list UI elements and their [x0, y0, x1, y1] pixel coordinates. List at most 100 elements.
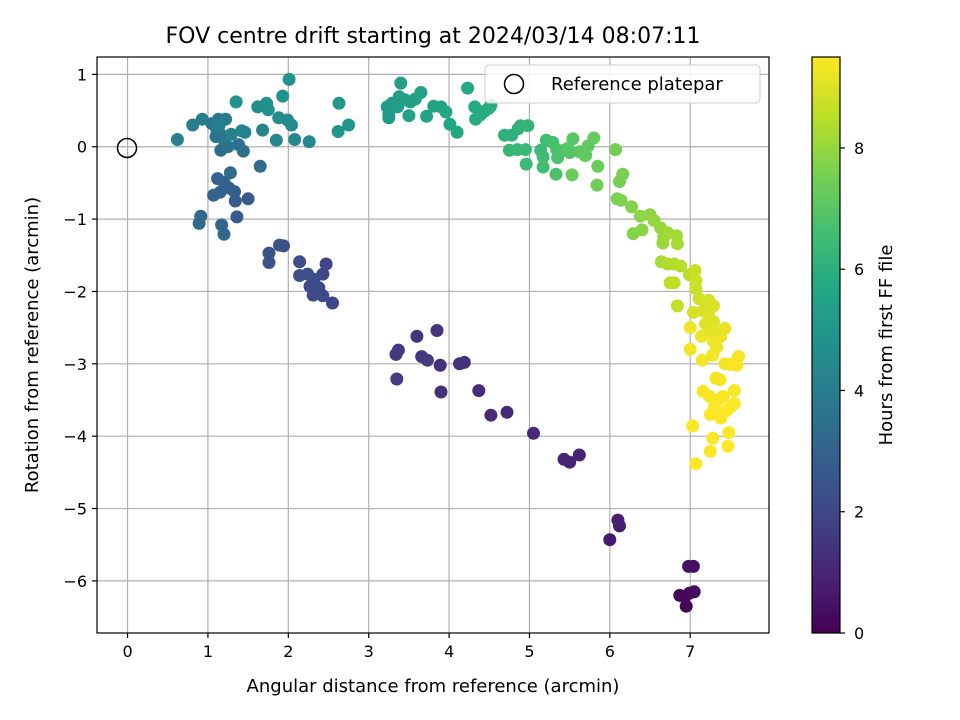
x-tick-label: 6 — [605, 642, 615, 661]
y-tick-label: 1 — [77, 65, 87, 84]
colorbar-tick-label: 6 — [854, 260, 864, 279]
x-axis-label: Angular distance from reference (arcmin) — [247, 676, 620, 697]
data-point — [326, 296, 339, 310]
data-point — [430, 324, 444, 337]
data-point — [727, 384, 741, 398]
data-point — [609, 143, 622, 157]
data-point — [207, 188, 221, 202]
data-point — [689, 457, 703, 471]
data-point — [603, 533, 617, 547]
data-point — [433, 358, 447, 372]
data-point — [228, 194, 242, 208]
x-tick-label: 2 — [283, 642, 293, 661]
data-point — [472, 384, 486, 398]
data-point — [390, 372, 404, 386]
data-point — [453, 357, 466, 371]
data-point — [232, 138, 245, 152]
x-tick-label: 5 — [524, 642, 534, 661]
data-point — [273, 238, 286, 252]
data-point — [212, 118, 226, 132]
data-point — [686, 419, 700, 433]
y-tick-label: 0 — [77, 138, 87, 157]
plot-frame — [96, 56, 770, 634]
data-point — [288, 133, 302, 146]
data-point — [253, 159, 267, 173]
data-point — [656, 236, 670, 250]
data-point — [687, 585, 701, 599]
y-tick-label: −4 — [63, 427, 87, 446]
data-point — [192, 216, 206, 230]
data-point — [635, 223, 649, 237]
data-point — [332, 96, 346, 110]
data-point — [469, 112, 483, 126]
data-point — [703, 408, 717, 421]
data-point — [217, 227, 231, 241]
data-point — [611, 513, 625, 527]
data-point — [195, 112, 209, 126]
data-point — [716, 389, 730, 403]
data-point — [670, 237, 684, 251]
data-point — [633, 209, 647, 223]
legend-marker-icon — [503, 73, 525, 95]
data-point — [229, 95, 243, 109]
data-point — [518, 143, 532, 157]
data-point — [293, 255, 307, 269]
data-point — [223, 166, 237, 180]
data-point — [331, 125, 345, 138]
y-tick-label: −5 — [63, 500, 87, 519]
data-point — [262, 246, 276, 260]
data-point — [342, 118, 356, 132]
data-point — [566, 132, 580, 146]
data-point — [579, 148, 593, 162]
data-point — [391, 343, 405, 357]
reference-platepar-marker — [116, 137, 138, 159]
data-point — [682, 559, 696, 573]
data-point — [461, 81, 475, 95]
data-point — [235, 124, 249, 138]
data-point — [256, 123, 270, 137]
data-point — [276, 89, 290, 103]
data-point — [706, 431, 720, 445]
y-tick-label: −2 — [63, 282, 87, 301]
legend-box — [484, 64, 761, 104]
legend-label: Reference platepar — [551, 74, 723, 95]
data-point — [519, 157, 533, 171]
data-point — [688, 264, 702, 277]
x-tick-label: 0 — [122, 642, 132, 661]
x-tick-label: 4 — [444, 642, 454, 661]
data-point — [689, 282, 703, 296]
colorbar-tick-label: 0 — [854, 624, 864, 643]
data-point — [260, 96, 274, 110]
colorbar-tick-label: 4 — [854, 381, 864, 400]
data-point — [670, 299, 684, 313]
data-point — [565, 168, 579, 182]
data-point — [230, 210, 244, 224]
y-tick-label: −1 — [63, 210, 87, 229]
data-point — [713, 373, 727, 387]
data-point — [683, 342, 697, 356]
colorbar-tick-label: 2 — [854, 503, 864, 522]
data-point — [186, 118, 200, 132]
data-point — [262, 256, 276, 269]
data-point — [521, 119, 535, 133]
data-point — [484, 408, 498, 422]
data-point — [695, 329, 708, 343]
data-point — [667, 276, 681, 290]
chart-title: FOV centre drift starting at 2024/03/14 … — [166, 24, 701, 49]
data-point — [557, 452, 571, 466]
data-point — [170, 133, 184, 146]
colorbar-ticks: 0 2 4 6 8 — [840, 139, 864, 643]
y-tick-label: −3 — [63, 355, 87, 374]
legend: Reference platepar — [484, 64, 761, 104]
data-point — [572, 448, 586, 462]
data-point — [549, 167, 563, 181]
x-tick-label: 7 — [685, 642, 695, 661]
data-point — [272, 111, 286, 125]
data-point — [616, 167, 630, 181]
data-point — [211, 172, 225, 186]
data-point — [614, 193, 628, 207]
data-point — [683, 321, 697, 335]
data-point — [625, 200, 638, 214]
data-point — [414, 86, 428, 99]
